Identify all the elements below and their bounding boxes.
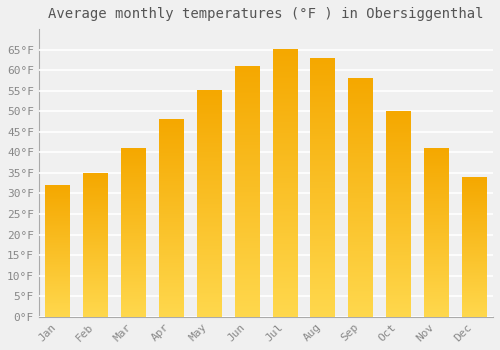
Title: Average monthly temperatures (°F ) in Obersiggenthal: Average monthly temperatures (°F ) in Ob… — [48, 7, 484, 21]
